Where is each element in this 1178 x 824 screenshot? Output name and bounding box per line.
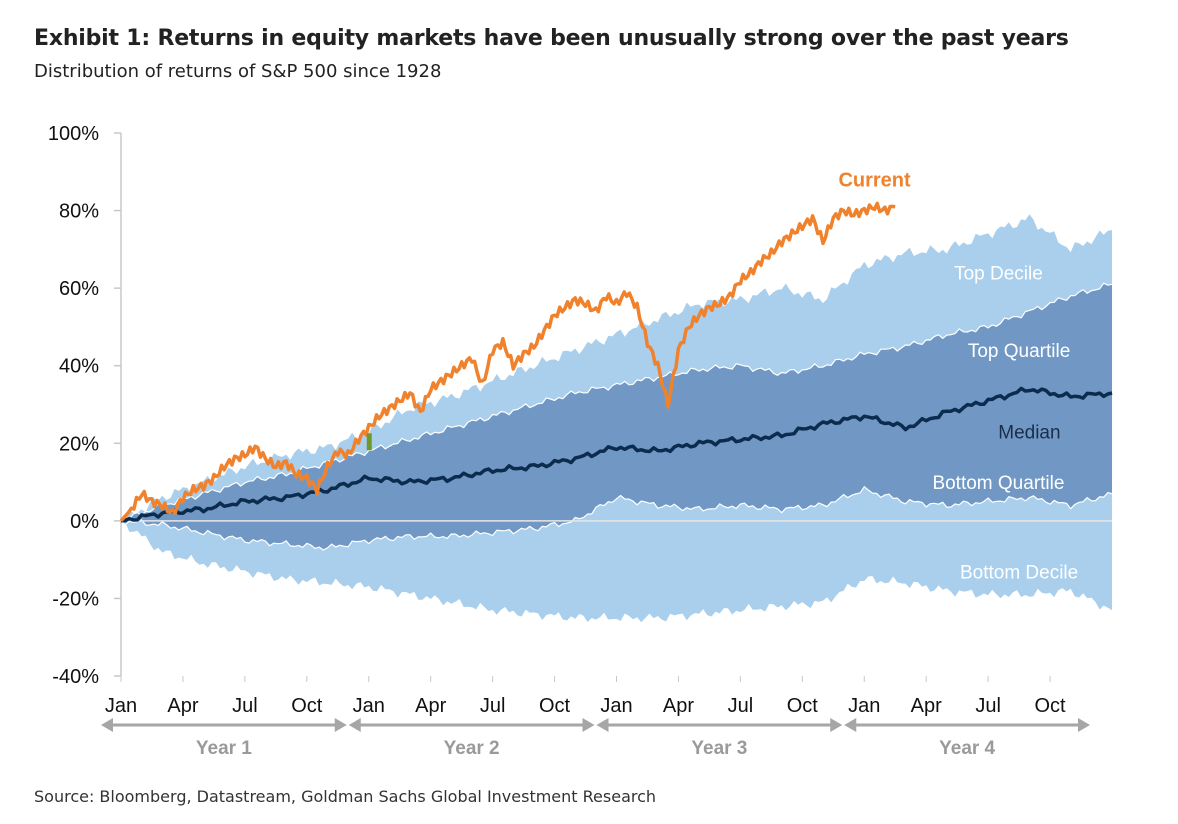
- y-tick-label: -40%: [52, 666, 99, 688]
- current-label: Current: [838, 170, 911, 192]
- y-tick-label: -20%: [52, 588, 99, 610]
- chart-axes: [114, 132, 1112, 682]
- arrow-right-icon: [582, 718, 595, 732]
- year-label: Year 2: [444, 738, 500, 759]
- year-arrows: Year 1 Year 2 Year 3 Year 4: [101, 718, 1090, 759]
- y-tick-label: 60%: [59, 278, 99, 300]
- arrow-left-icon: [101, 718, 113, 732]
- top-quartile-edge: [120, 282, 1113, 522]
- current-date-marker: [366, 433, 372, 451]
- month-tick-label: Apr: [911, 695, 942, 717]
- year-label: Year 3: [691, 738, 747, 759]
- bottom-quartile-edge: [120, 485, 1113, 551]
- arrow-left-icon: [844, 718, 857, 732]
- month-tick-label: Oct: [1035, 695, 1067, 717]
- month-tick-label: Oct: [539, 695, 571, 717]
- arrow-left-icon: [596, 718, 609, 732]
- month-tick-label: Oct: [291, 695, 323, 717]
- series-lines: [119, 201, 1113, 523]
- y-tick-label: 80%: [59, 201, 99, 223]
- year-arrow: Year 1: [101, 718, 347, 759]
- arrow-left-icon: [348, 718, 361, 732]
- year-arrow: Year 4: [844, 718, 1090, 759]
- y-tick-label: 100%: [48, 123, 99, 145]
- chart-title: Exhibit 1: Returns in equity markets hav…: [34, 26, 1069, 51]
- arrow-right-icon: [334, 718, 347, 732]
- year-arrow: Year 3: [596, 718, 843, 759]
- month-tick-label: Oct: [787, 695, 819, 717]
- y-axis: -40% -20% 0% 20% 40% 60% 80% 100%: [48, 123, 99, 688]
- month-tick-label: Jul: [728, 695, 754, 717]
- month-tick-label: Apr: [167, 695, 198, 717]
- bottom-decile-label: Bottom Decile: [960, 562, 1078, 583]
- month-tick-label: Jan: [848, 695, 880, 717]
- month-tick-label: Jan: [105, 695, 137, 717]
- year-arrow: Year 2: [348, 718, 595, 759]
- bottom-quartile-label: Bottom Quartile: [932, 473, 1064, 494]
- year-label: Year 1: [196, 738, 252, 759]
- month-tick-label: Jul: [480, 695, 506, 717]
- month-tick-label: Apr: [415, 695, 446, 717]
- year-label: Year 4: [939, 738, 995, 759]
- current-line: [119, 201, 896, 523]
- quartile-band-area: [121, 283, 1112, 550]
- chart-subtitle: Distribution of returns of S&P 500 since…: [34, 61, 442, 82]
- top-quartile-label: Top Quartile: [968, 341, 1070, 362]
- series-labels: Current Top Decile Top Quartile Median Botto…: [838, 170, 1078, 584]
- x-axis: Jan Apr Jul Oct Jan Apr Jul Oct Jan Apr Jul Oct Jan A…: [105, 695, 1066, 717]
- month-tick-label: Jan: [353, 695, 385, 717]
- arrow-right-icon: [830, 718, 843, 732]
- month-tick-label: Jan: [600, 695, 632, 717]
- month-tick-label: Jul: [232, 695, 258, 717]
- median-label: Median: [998, 423, 1060, 444]
- y-tick-label: 40%: [59, 356, 99, 378]
- source-note: Source: Bloomberg, Datastream, Goldman S…: [34, 787, 657, 806]
- y-tick-label: 20%: [59, 433, 99, 455]
- median-line: [120, 386, 1113, 523]
- month-tick-label: Jul: [975, 695, 1001, 717]
- arrow-right-icon: [1078, 718, 1090, 732]
- top-decile-label: Top Decile: [954, 264, 1043, 285]
- y-tick-label: 0%: [70, 511, 99, 533]
- month-tick-label: Apr: [663, 695, 694, 717]
